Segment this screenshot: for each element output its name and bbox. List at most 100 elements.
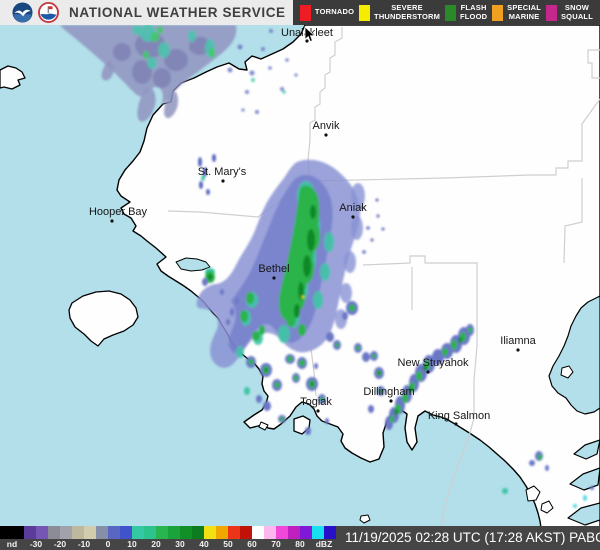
legend-label: SEVERE THUNDERSTORM (374, 2, 441, 21)
precip-togiak-scatter (244, 301, 385, 435)
city-label-iliamna: Iliamna (500, 335, 536, 347)
legend-item-tornado: TORNADO (299, 4, 355, 21)
legend-label: FLASH FLOOD (459, 2, 488, 21)
precip-southeast-specks (502, 451, 594, 508)
legend-swatch (359, 4, 371, 21)
precip-norton-sound (60, 25, 298, 122)
city-label-aniak: Aniak (339, 202, 367, 214)
city-dot-bethel (272, 276, 276, 280)
colorbar-segment (252, 526, 264, 539)
iliamna-lake (548, 295, 600, 415)
legend-item-severe-thunderstorm: SEVERE THUNDERSTORM (359, 2, 441, 21)
lake-island (560, 365, 574, 379)
city-label-st-mary-s: St. Mary's (198, 166, 247, 178)
colorbar-segment (60, 526, 72, 539)
legend-item-flash-flood: FLASH FLOOD (444, 2, 488, 21)
tick-label: -20 (53, 539, 67, 549)
tick-label: 10 (127, 539, 137, 549)
colorbar-segment (288, 526, 300, 539)
city-label-dillingham: Dillingham (363, 386, 414, 398)
fjord-inlet (569, 467, 600, 491)
colorbar-segment (24, 526, 36, 539)
mouse-cursor-icon (304, 26, 316, 43)
colorbar-segment (84, 526, 96, 539)
precip-st-marys (198, 154, 216, 195)
legend-item-special-marine: SPECIAL MARINE (492, 2, 542, 21)
mainland-landmass (116, 25, 600, 526)
colorbar-segment (276, 526, 288, 539)
city-label-hooper-bay: Hooper Bay (89, 206, 148, 218)
city-label-togiak: Togiak (300, 396, 332, 408)
island (0, 65, 26, 90)
timestamp-status: 11/19/2025 02:28 UTC (17:28 AKST) PABC (336, 526, 600, 550)
colorbar-segment (204, 526, 216, 539)
island (525, 485, 541, 502)
colorbar-segment (0, 526, 12, 539)
tick-label: 80 (295, 539, 305, 549)
inland-water (175, 257, 600, 526)
tick-label: dBZ (315, 539, 333, 549)
city-label-king-salmon: King Salmon (428, 410, 490, 422)
tick-label: 0 (105, 539, 111, 549)
radar-precipitation-layer (60, 25, 594, 508)
reflectivity-tick-labels: nd -30 -20 -10 0 10 20 30 40 50 60 70 80 dBZ (0, 539, 336, 550)
island (540, 500, 554, 514)
colorbar-segment (72, 526, 84, 539)
colorbar-segment (156, 526, 168, 539)
colorbar-segment (120, 526, 132, 539)
islands (0, 65, 574, 524)
colorbar-segment (12, 526, 24, 539)
header-branding: NATIONAL WEATHER SERVICE (0, 0, 293, 25)
reflectivity-colorbar (0, 526, 336, 539)
colorbar-segment (324, 526, 336, 539)
fjord-inlet (567, 502, 600, 526)
precip-coastal-cell (202, 268, 215, 286)
colorbar-segment (144, 526, 156, 539)
nws-logo-icon[interactable] (38, 2, 59, 23)
city-dot-hooper-bay (110, 219, 114, 223)
city-dot-new-stuyahok (426, 370, 430, 374)
colorbar-segment (264, 526, 276, 539)
tick-label: -10 (77, 539, 91, 549)
coastal-lagoon (175, 257, 211, 272)
colorbar-segment (240, 526, 252, 539)
city-label-anvik: Anvik (313, 120, 340, 132)
reflectivity-scale: nd -30 -20 -10 0 10 20 30 40 50 60 70 80 dBZ (0, 526, 336, 550)
tick-label: 70 (271, 539, 281, 549)
city-dot-king-salmon (454, 422, 458, 426)
city-dot-aniak (351, 215, 355, 219)
legend-label: SNOW SQUALL (560, 2, 594, 21)
colorbar-segment (216, 526, 228, 539)
fjord-inlet (573, 439, 600, 460)
colorbar-segment (168, 526, 180, 539)
precip-dillingham-band (385, 324, 474, 430)
warning-legend: TORNADO SEVERE THUNDERSTORM FLASH FLOOD SPECI… (293, 0, 600, 25)
city-dot-anvik (324, 133, 328, 137)
city-dot-dillingham (389, 399, 393, 403)
city-label-bethel: Bethel (258, 263, 289, 275)
island (359, 514, 371, 524)
legend-label: TORNADO (314, 7, 355, 17)
legend-label: SPECIAL MARINE (507, 2, 542, 21)
legend-swatch (545, 4, 557, 21)
colorbar-segment (48, 526, 60, 539)
city-dot-iliamna (516, 348, 520, 352)
zone-borders (167, 27, 600, 526)
colorbar-segment (312, 526, 324, 539)
legend-swatch (492, 4, 504, 21)
colorbar-segment (228, 526, 240, 539)
city-label-new-stuyahok: New Stuyahok (398, 357, 469, 369)
colorbar-segment (108, 526, 120, 539)
tick-label: 50 (223, 539, 233, 549)
bottom-bar: nd -30 -20 -10 0 10 20 30 40 50 60 70 80 dBZ 11/19/20… (0, 526, 600, 550)
precip-central-band (196, 159, 385, 368)
tick-label: 60 (247, 539, 257, 549)
legend-item-snow-squall: SNOW SQUALL (545, 2, 594, 21)
tick-label: -30 (29, 539, 43, 549)
legend-swatch (444, 4, 456, 21)
city-dot-togiak (316, 409, 320, 413)
tick-label: 20 (151, 539, 161, 549)
noaa-logo-icon[interactable] (12, 2, 33, 23)
tick-label: 30 (175, 539, 185, 549)
